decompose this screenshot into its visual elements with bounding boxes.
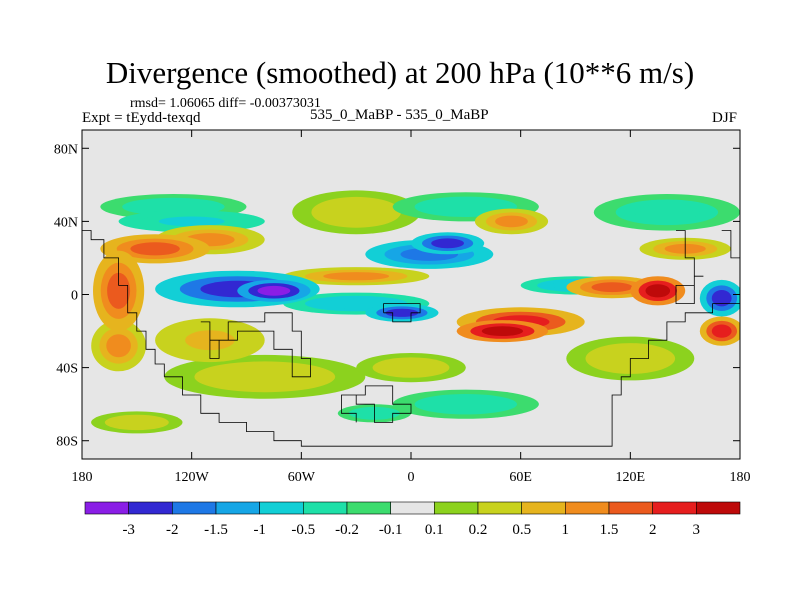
colorbar-swatch <box>477 501 523 515</box>
colorbar-swatch <box>564 501 610 515</box>
y-tick-label: 40S <box>56 362 78 377</box>
contour-feature <box>386 361 436 375</box>
contour-feature <box>645 284 671 298</box>
coastline <box>383 303 421 323</box>
contour-feature <box>431 238 464 249</box>
colorbar-swatch <box>433 501 479 515</box>
colorbar-swatch <box>215 501 261 515</box>
contour-feature <box>219 366 310 387</box>
coastline <box>675 230 704 304</box>
colorbar-swatch <box>695 501 741 515</box>
x-tick-label: 180 <box>72 470 93 485</box>
contour-feature <box>140 201 207 213</box>
experiment-label: Expt = tEydd-texqd <box>82 110 201 126</box>
coastline <box>164 303 740 447</box>
contour-feature <box>323 298 390 309</box>
x-tick-label: 120W <box>175 470 210 485</box>
coastline <box>341 385 412 423</box>
colorbar-label: 1 <box>562 522 570 538</box>
coastline <box>82 230 165 377</box>
contour-feature <box>711 324 732 338</box>
coastline <box>721 230 740 259</box>
contour-feature <box>432 200 499 214</box>
x-tick-label: 60W <box>288 470 316 485</box>
colorbar-swatch <box>259 501 304 515</box>
contour-feature <box>158 216 225 227</box>
contour-feature <box>106 334 131 358</box>
y-tick-label: 80N <box>54 142 78 157</box>
y-tick-label: 40N <box>54 215 78 230</box>
colorbar-swatch <box>302 501 348 515</box>
colorbar-swatch <box>172 501 217 515</box>
comparison-label: 535_0_MaBP - 535_0_MaBP <box>310 107 489 123</box>
colorbar-swatch <box>390 501 435 515</box>
contour-feature <box>481 326 523 336</box>
contour-feature <box>385 308 419 317</box>
contour-feature <box>323 272 390 281</box>
contour-feature <box>432 397 499 411</box>
contour-feature <box>591 282 633 293</box>
colorbar-label: -2 <box>166 522 179 538</box>
colorbar-label: 0.1 <box>425 522 444 538</box>
y-tick-label: 0 <box>71 289 78 304</box>
colorbar-label: 2 <box>649 522 657 538</box>
colorbar-swatch <box>608 501 654 515</box>
colorbar-swatch <box>652 501 697 515</box>
colorbar-label: 0.5 <box>512 522 531 538</box>
season-label: DJF <box>712 110 738 126</box>
contour-feature <box>495 215 528 228</box>
contour-feature <box>327 202 386 223</box>
colorbar-label: 1.5 <box>600 522 619 538</box>
y-tick-label: 80S <box>56 435 78 450</box>
contour-feature <box>116 417 158 428</box>
colorbar-label: 3 <box>693 522 701 538</box>
contour-feature <box>634 204 700 221</box>
x-tick-label: 120E <box>616 470 646 485</box>
contour-feature <box>257 285 291 296</box>
stats-label: rmsd= 1.06065 diff= -0.00373031 <box>130 96 321 111</box>
colorbar-swatch <box>521 501 566 515</box>
x-tick-label: 0 <box>408 470 415 485</box>
contour-feature <box>107 272 131 309</box>
x-tick-label: 180 <box>730 470 751 485</box>
chart-title: Divergence (smoothed) at 200 hPa (10**6 … <box>105 55 695 90</box>
colorbar-label: 0.2 <box>469 522 488 538</box>
colorbar-label: -3 <box>122 522 135 538</box>
contour-feature <box>711 290 732 307</box>
colorbar-label: -1.5 <box>204 522 228 538</box>
colorbar-label: -0.5 <box>291 522 315 538</box>
contour-feature <box>130 242 180 256</box>
colorbar-swatch <box>346 501 392 515</box>
colorbar-label: -1 <box>253 522 266 538</box>
coastline <box>200 312 311 378</box>
colorbar-swatch <box>84 501 130 515</box>
colorbar-swatch <box>128 501 173 515</box>
x-tick-label: 60E <box>509 470 532 485</box>
colorbar-label: -0.2 <box>335 522 359 538</box>
colorbar-label: -0.1 <box>379 522 403 538</box>
